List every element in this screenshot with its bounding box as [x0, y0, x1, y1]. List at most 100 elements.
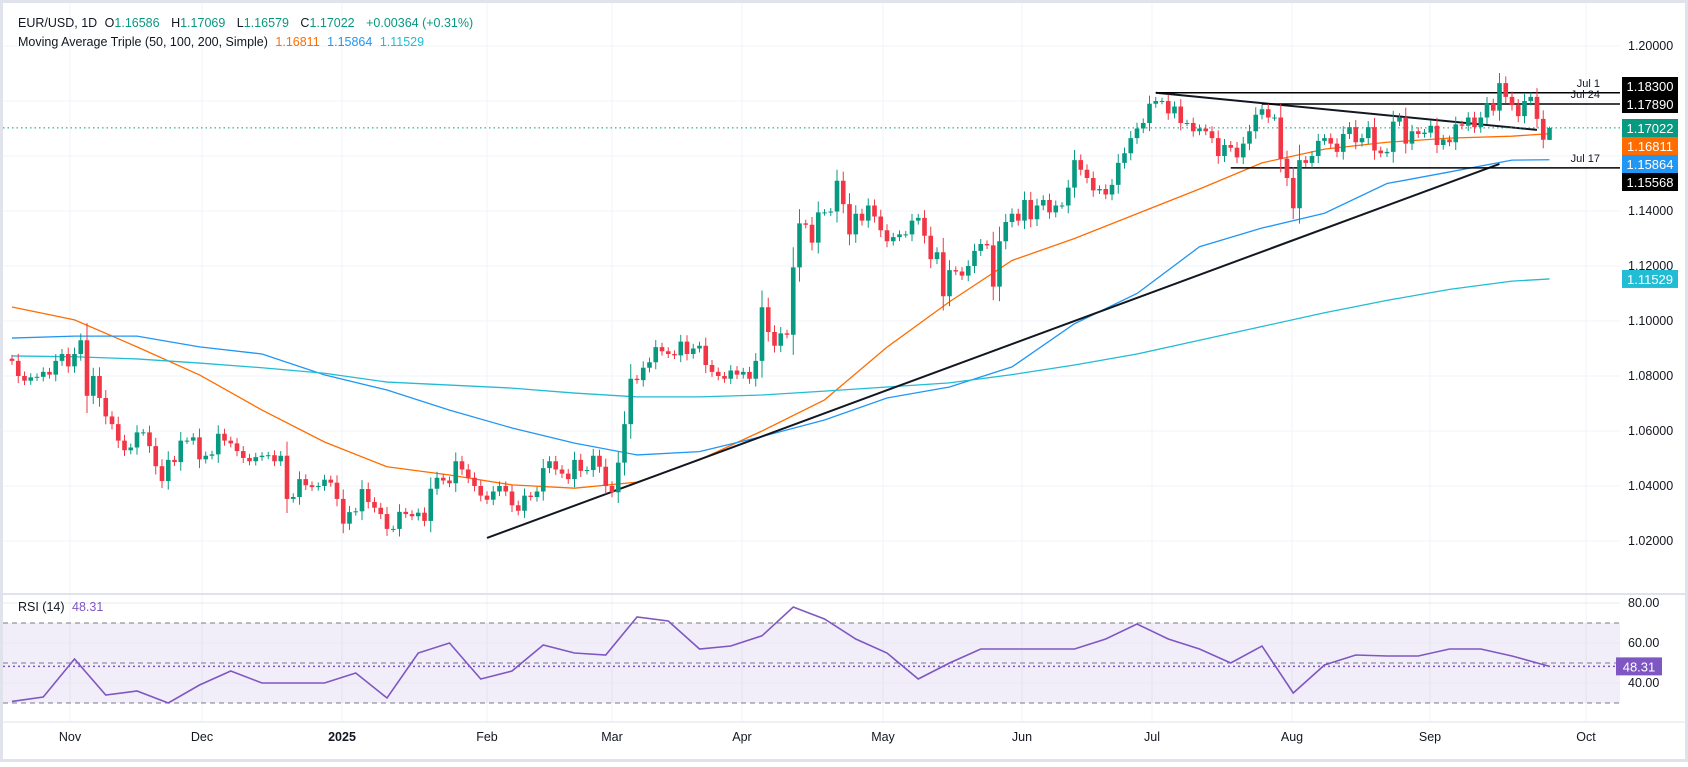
candle-body: [340, 498, 346, 524]
candle-body: [278, 455, 284, 462]
candle-body: [1278, 117, 1284, 159]
candle-body: [728, 370, 734, 379]
candle-body: [134, 432, 140, 448]
candle-body: [290, 497, 296, 499]
candle-body: [1009, 213, 1015, 222]
candle-body: [609, 486, 615, 493]
ma-legend-label[interactable]: Moving Average Triple (50, 100, 200, Sim…: [18, 35, 268, 49]
price-badge-label: 1.18300: [1627, 79, 1674, 94]
candle-body: [1015, 213, 1021, 221]
candle-body: [972, 250, 977, 266]
rsi-legend-label[interactable]: RSI (14): [18, 600, 65, 614]
candle-body: [903, 234, 909, 236]
candle-body: [734, 370, 740, 375]
candle-body: [1503, 83, 1509, 97]
price-badge: [1622, 95, 1678, 113]
candle-body: [559, 469, 565, 474]
candle-body: [1322, 138, 1327, 141]
candle-body: [1153, 101, 1159, 104]
candle-body: [497, 486, 502, 492]
candle-body: [72, 354, 77, 367]
candle-body: [309, 485, 315, 488]
candle-body: [484, 495, 490, 500]
candle-body: [1409, 131, 1415, 144]
candle-body: [1034, 205, 1040, 220]
candle-body: [422, 512, 427, 521]
candle-body: [1078, 160, 1084, 170]
level-label: Jul 24: [1571, 89, 1600, 101]
candle-body: [165, 459, 171, 482]
candle-body: [1265, 109, 1271, 118]
candle-body: [9, 358, 15, 361]
candle-body: [1228, 145, 1234, 148]
candle-body: [1272, 117, 1277, 119]
candle-body: [1490, 103, 1496, 111]
candle-body: [934, 252, 940, 260]
symbol-title[interactable]: EUR/USD, 1D: [18, 16, 98, 30]
candle-body: [784, 333, 790, 335]
candle-body: [153, 446, 159, 467]
candle-body: [1215, 138, 1221, 156]
candle-body: [959, 271, 965, 276]
candle-body: [859, 213, 865, 221]
candle-body: [372, 501, 377, 508]
candle-body: [753, 360, 759, 379]
candle-body: [847, 204, 852, 235]
candle-body: [615, 462, 621, 493]
candle-body: [647, 362, 652, 368]
candle-body: [1197, 128, 1202, 132]
candle-body: [1397, 117, 1402, 122]
candle-body: [653, 347, 659, 363]
candle-body: [1240, 143, 1246, 158]
candle-body: [359, 489, 365, 512]
low-value: 1.16579: [243, 16, 289, 30]
candle-body: [103, 398, 109, 417]
candle-body: [1453, 124, 1459, 143]
candle-body: [209, 454, 215, 456]
candle-body: [347, 512, 352, 524]
candle-body: [815, 212, 821, 243]
candle-body: [984, 244, 990, 246]
candle-body: [634, 378, 640, 381]
candle-body: [1472, 117, 1477, 128]
candle-body: [990, 245, 996, 287]
candle-body: [1040, 200, 1046, 206]
candle-body: [1403, 117, 1409, 144]
candle-body: [403, 511, 409, 515]
candle-body: [409, 514, 415, 517]
candle-body: [1253, 114, 1259, 132]
candle-body: [203, 455, 209, 460]
time-tick-label: Jun: [1012, 730, 1032, 744]
candle-body: [697, 345, 702, 349]
close-label: C: [300, 16, 310, 30]
candle-body: [1515, 105, 1521, 117]
candle-body: [572, 459, 577, 480]
candle-body: [447, 480, 452, 484]
price-badge: [1622, 77, 1678, 95]
price-tick-label: 1.06000: [1628, 424, 1673, 438]
time-tick-label: Aug: [1281, 730, 1303, 744]
candle-body: [909, 220, 915, 235]
candle-body: [928, 235, 934, 260]
candle-body: [1434, 125, 1440, 145]
candle-body: [28, 377, 34, 381]
candle-body: [853, 213, 859, 235]
time-tick-label: 2025: [328, 730, 356, 744]
candle-body: [1465, 117, 1471, 126]
candle-body: [1028, 200, 1034, 220]
candle-body: [597, 455, 602, 467]
candle-body: [978, 244, 984, 251]
candle-body: [1097, 189, 1102, 191]
candle-body: [1459, 124, 1465, 126]
candle-body: [65, 354, 71, 367]
candle-body: [897, 234, 902, 238]
price-tick-label: 1.08000: [1628, 369, 1673, 383]
candle-body: [1222, 145, 1227, 156]
candle-body: [322, 479, 327, 486]
candle-body: [415, 512, 421, 517]
candle-body: [1209, 131, 1215, 139]
candle-body: [1497, 83, 1502, 111]
price-badge: [1622, 155, 1678, 173]
candle-body: [690, 348, 696, 354]
